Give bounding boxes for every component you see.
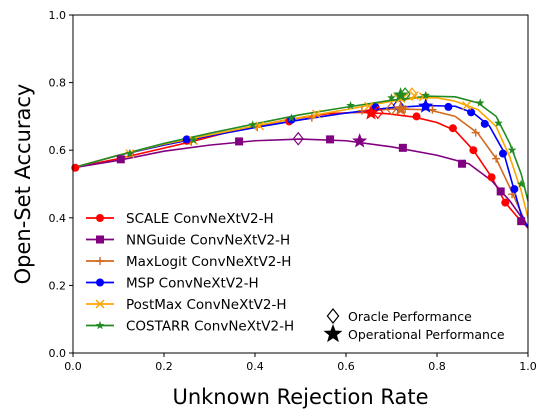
data-point [287,113,296,122]
data-point [494,118,503,127]
series-line [72,97,529,218]
data-point [428,105,437,114]
data-point [458,159,467,168]
legend-marker [95,320,105,330]
operational-legend-icon [323,324,343,343]
legend-extra: Oracle Performance Operational Performanc… [323,308,505,343]
legend-label: SCALE ConvNeXtV2-H [126,211,274,227]
legend: SCALE ConvNeXtV2-H NNGuide ConvNeXtV2-H Ma… [86,211,294,335]
data-point [387,93,396,102]
x-tick-label: 0.6 [337,360,355,373]
legend-marker [96,257,104,265]
data-point [71,163,80,172]
operational-marker [418,98,434,113]
data-point [409,90,419,100]
data-point [189,135,198,144]
y-tick-label: 0.8 [49,77,67,90]
series-line [72,95,529,202]
operational-marker [392,87,409,102]
data-point [255,121,265,131]
data-point [496,187,505,196]
legend-label: COSTARR ConvNeXtV2-H [126,319,294,335]
data-point [467,108,476,117]
data-point [182,135,191,144]
legend-label: NNGuide ConvNeXtV2-H [126,233,290,249]
legend-label: PostMax ConvNeXtV2-H [126,297,286,313]
data-point [398,143,407,152]
legend-marker [96,235,104,244]
data-point [448,124,457,133]
data-point [475,98,485,107]
x-tick-label: 0.0 [64,360,82,373]
data-point [326,135,335,144]
data-point [412,112,421,121]
x-tick-label: 1.0 [519,360,537,373]
data-point [421,90,430,100]
data-point [517,217,526,226]
data-point [346,100,355,110]
plot-special-markers [292,87,434,148]
legend-extra-label: Oracle Performance [348,309,472,324]
data-point [492,154,501,163]
data-point [311,109,321,119]
oracle-marker [292,131,304,146]
data-point [507,145,517,154]
data-point [125,148,135,158]
data-point [471,128,480,137]
data-point [462,101,472,111]
y-axis-title: Open-Set Accuracy [11,84,35,285]
y-tick-label: 0.2 [49,279,67,292]
x-tick-label: 0.8 [428,360,446,373]
legend-extra-label: Operational Performance [348,327,505,342]
x-tick-label: 0.4 [246,360,264,373]
operational-marker [352,133,368,148]
y-tick-label: 0.6 [49,144,67,157]
x-axis-title: Unknown Rejection Rate [172,385,428,409]
data-point [235,137,244,146]
data-point [469,146,478,155]
oracle-legend-icon [326,308,340,324]
plot-frame [72,14,529,354]
legend-label: MaxLogit ConvNeXtV2-H [126,254,291,270]
data-point [307,113,316,122]
legend-marker [96,278,104,287]
plot-markers [71,90,526,226]
axis-ticks: 0.0 0.2 0.4 0.6 0.8 1.0 0.0 0.2 0.4 0.6 0.8 1.0 [49,9,537,373]
data-point [487,173,496,182]
operational-marker [392,100,409,116]
data-point [116,155,125,164]
data-point [498,149,507,158]
legend-marker [96,214,104,222]
data-point [480,119,489,128]
y-tick-label: 0.4 [49,212,67,225]
data-point [444,102,453,111]
y-tick-label: 0.0 [49,347,67,360]
x-tick-label: 0.2 [155,360,173,373]
data-point [516,179,526,188]
oracle-marker [372,105,384,120]
y-tick-label: 1.0 [49,9,67,22]
legend-marker [95,299,105,309]
operational-marker [363,105,379,120]
legend-label: MSP ConvNeXtV2-H [126,276,259,292]
data-point [510,185,519,194]
data-point [248,120,258,129]
data-point [501,198,510,207]
data-point [371,103,380,112]
